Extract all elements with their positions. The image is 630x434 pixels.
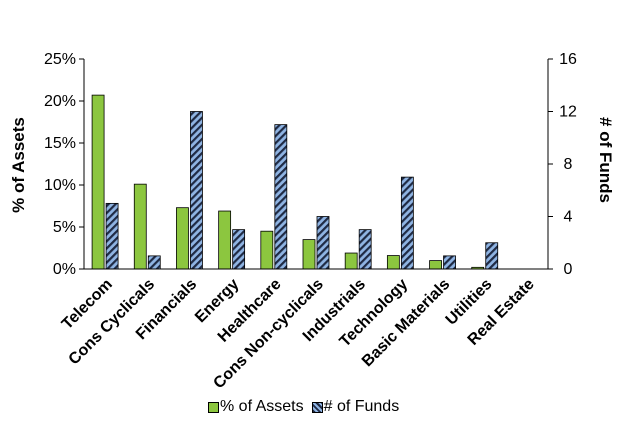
y2-tick-label: 0 bbox=[564, 261, 573, 278]
bar-assets bbox=[429, 260, 442, 270]
y2-tick-label: 4 bbox=[564, 209, 573, 226]
y-tick-label: 20% bbox=[44, 93, 76, 110]
bar-funds bbox=[443, 255, 456, 270]
bar-assets bbox=[218, 210, 232, 270]
bar-assets bbox=[91, 94, 105, 270]
legend-label-funds: # of Funds bbox=[323, 398, 400, 415]
bar-funds bbox=[400, 176, 414, 270]
bar-assets bbox=[344, 252, 358, 270]
y2-tick-label: 12 bbox=[559, 104, 577, 121]
bar-assets bbox=[260, 230, 274, 270]
legend: % of Assets # of Funds bbox=[208, 398, 407, 416]
bar-funds bbox=[105, 202, 119, 270]
legend-item-funds: # of Funds bbox=[311, 398, 400, 416]
legend-swatch-assets bbox=[208, 401, 219, 413]
y2-tick-label: 16 bbox=[559, 51, 577, 68]
y-axis-title: % of Assets bbox=[9, 117, 28, 213]
bar-assets bbox=[133, 183, 147, 270]
y2-tick-label: 8 bbox=[564, 156, 573, 173]
bar-funds bbox=[316, 216, 330, 270]
bar-funds bbox=[358, 229, 372, 270]
bar-funds bbox=[274, 124, 288, 270]
bar-assets bbox=[302, 239, 316, 270]
bar-assets bbox=[386, 255, 400, 270]
bar-funds bbox=[485, 242, 499, 270]
y-tick-label: 0% bbox=[53, 261, 76, 278]
legend-swatch-funds bbox=[311, 401, 323, 413]
bar-assets bbox=[176, 207, 189, 270]
y-tick-label: 5% bbox=[53, 219, 76, 236]
y-tick-label: 10% bbox=[44, 177, 76, 194]
bar-funds bbox=[147, 255, 161, 270]
legend-label-assets: % of Assets bbox=[220, 398, 304, 415]
bar-funds bbox=[232, 229, 246, 270]
bar-funds bbox=[190, 111, 203, 270]
y2-axis-title: # of Funds bbox=[596, 117, 615, 203]
y-tick-label: 15% bbox=[44, 135, 76, 152]
legend-item-assets: % of Assets bbox=[208, 398, 304, 416]
y-tick-label: 25% bbox=[44, 51, 76, 68]
